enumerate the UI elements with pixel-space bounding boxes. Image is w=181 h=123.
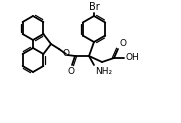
Text: NH₂: NH₂ <box>95 67 112 76</box>
Text: O: O <box>62 49 70 59</box>
Text: O: O <box>119 38 126 47</box>
Text: Br: Br <box>89 2 99 12</box>
Text: O: O <box>67 68 74 77</box>
Text: OH: OH <box>126 54 140 62</box>
